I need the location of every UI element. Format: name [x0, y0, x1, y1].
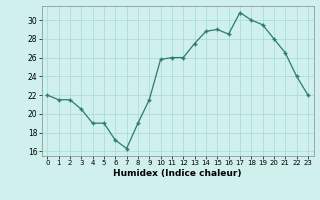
X-axis label: Humidex (Indice chaleur): Humidex (Indice chaleur) [113, 169, 242, 178]
